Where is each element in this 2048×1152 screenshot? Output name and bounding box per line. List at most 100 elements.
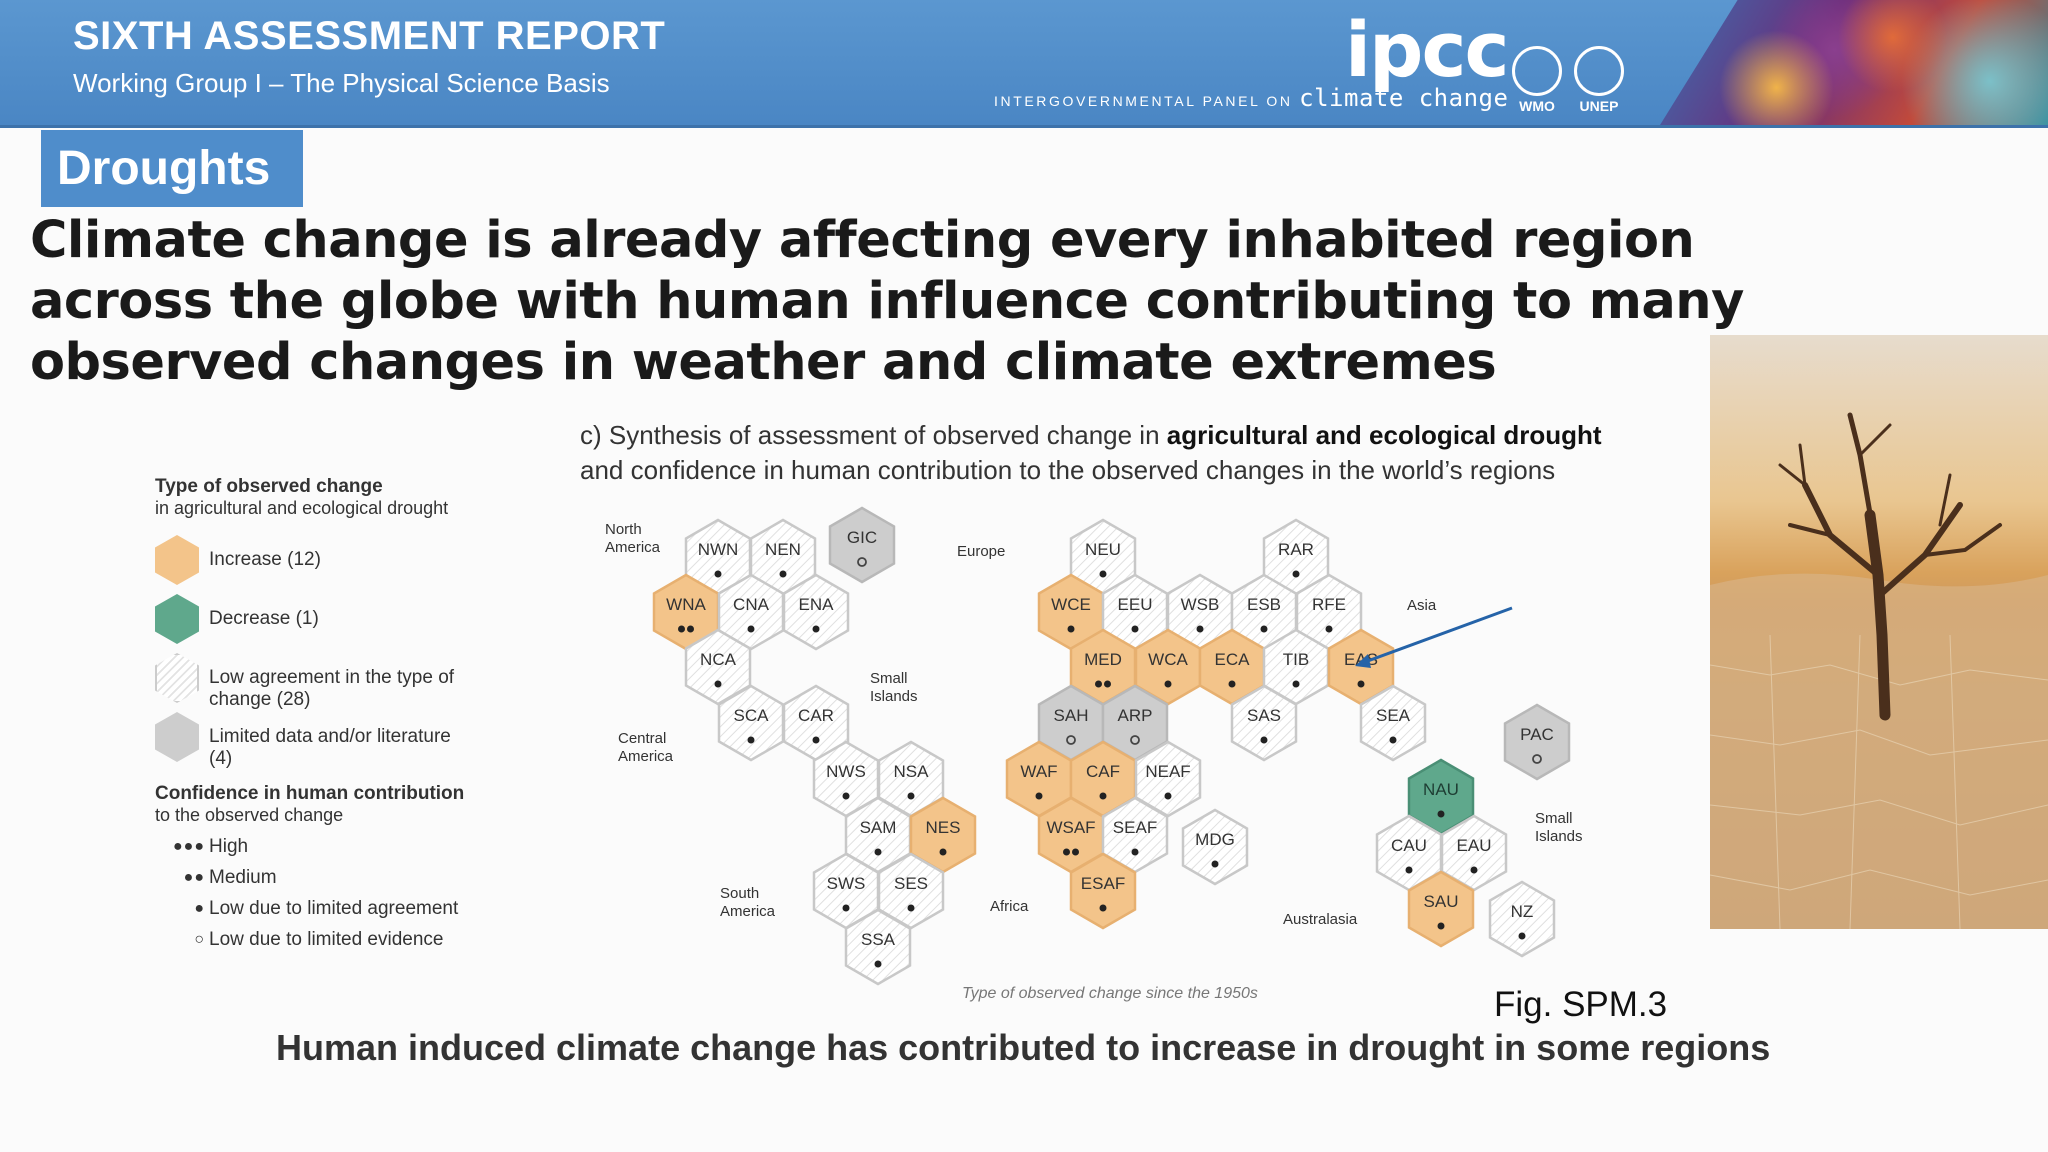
region-ssa: SSA bbox=[844, 908, 912, 986]
legend-label: Increase (12) bbox=[209, 549, 321, 570]
region-sam: SAM bbox=[844, 796, 912, 874]
region-hex bbox=[1359, 684, 1427, 762]
group-label: North America bbox=[605, 521, 661, 556]
region-rar: RAR bbox=[1262, 518, 1330, 596]
region-code: WCA bbox=[1148, 650, 1188, 669]
region-code: EAU bbox=[1457, 836, 1492, 855]
hexagon-region-map: NWN NEN GIC WNA CNA ENA NCA SCA CAR NWS NSA SAM NES S… bbox=[605, 506, 1583, 986]
region-code: RAR bbox=[1278, 540, 1314, 559]
confidence-dot bbox=[1389, 736, 1397, 744]
confidence-dot bbox=[842, 792, 850, 800]
hex-layer: NWN NEN GIC WNA CNA ENA NCA SCA CAR NWS NSA SAM NES S… bbox=[652, 506, 1571, 986]
confidence-dot bbox=[1164, 680, 1172, 688]
group-label: Africa bbox=[990, 898, 1029, 915]
figure-caption: c) Synthesis of assessment of observed c… bbox=[580, 418, 1602, 488]
region-code: PAC bbox=[1520, 725, 1554, 744]
region-code: MED bbox=[1084, 650, 1122, 669]
confidence-dot bbox=[1035, 792, 1043, 800]
legend-item-increase: Increase (12) bbox=[155, 529, 464, 588]
region-hex bbox=[1488, 880, 1556, 958]
confidence-title: Confidence in human contribution bbox=[155, 783, 465, 804]
unep-label: UNEP bbox=[1579, 98, 1619, 114]
region-sas: SAS bbox=[1230, 684, 1298, 762]
group-label: Small Islands bbox=[1535, 810, 1583, 845]
group-label: Europe bbox=[957, 543, 1005, 560]
confidence-dot bbox=[1131, 848, 1139, 856]
region-code: NAU bbox=[1423, 780, 1459, 799]
confidence-dot bbox=[1260, 736, 1268, 744]
region-code: NWN bbox=[698, 540, 739, 559]
region-code: SES bbox=[894, 874, 928, 893]
confidence-dot bbox=[842, 904, 850, 912]
confidence-dot bbox=[779, 570, 787, 578]
header-bar: SIXTH ASSESSMENT REPORT Working Group I … bbox=[0, 0, 2048, 128]
confidence-dot-open bbox=[1066, 735, 1076, 745]
confidence-dot bbox=[714, 570, 722, 578]
confidence-dot-open bbox=[857, 557, 867, 567]
bottom-statement: Human induced climate change has contrib… bbox=[276, 1027, 1771, 1068]
confidence-dot bbox=[678, 625, 685, 633]
legend-swatch bbox=[155, 712, 199, 762]
confidence-dot bbox=[687, 625, 694, 633]
confidence-label: Low due to limited evidence bbox=[209, 929, 444, 950]
region-seaf: SEAF bbox=[1101, 796, 1169, 874]
group-label: Asia bbox=[1407, 597, 1437, 614]
ipcc-logo: ipcc bbox=[1345, 5, 1510, 94]
confidence-dot bbox=[1228, 680, 1236, 688]
confidence-dots: ●● bbox=[183, 869, 205, 886]
confidence-dot bbox=[812, 625, 820, 633]
confidence-dot bbox=[1292, 570, 1300, 578]
region-code: RFE bbox=[1312, 595, 1346, 614]
region-code: TIB bbox=[1283, 650, 1309, 669]
arrow-head-icon bbox=[1355, 654, 1371, 668]
confidence-dot bbox=[747, 736, 755, 744]
region-code: ENA bbox=[799, 595, 835, 614]
confidence-dot bbox=[1405, 866, 1413, 874]
confidence-dot bbox=[1357, 680, 1365, 688]
confidence-dot bbox=[1437, 922, 1445, 930]
region-tib: TIB bbox=[1262, 628, 1330, 706]
confidence-high: ●●● High bbox=[155, 836, 464, 867]
confidence-low-agreement: ● Low due to limited agreement bbox=[155, 898, 464, 929]
region-hex bbox=[1230, 684, 1298, 762]
unep-logo: UNEP bbox=[1573, 46, 1625, 114]
region-hex bbox=[1503, 703, 1571, 781]
group-label: Small Islands bbox=[870, 670, 918, 705]
figure-reference: Fig. SPM.3 bbox=[1494, 985, 1668, 1024]
confidence-dot bbox=[1196, 625, 1204, 633]
confidence-dot bbox=[1518, 932, 1526, 940]
region-code: NEAF bbox=[1145, 762, 1190, 781]
confidence-dot bbox=[1470, 866, 1478, 874]
region-sau: SAU bbox=[1407, 870, 1475, 948]
region-code: SAU bbox=[1424, 892, 1459, 911]
slide-headline: Climate change is already affecting ever… bbox=[30, 211, 1744, 392]
confidence-label: High bbox=[209, 836, 249, 857]
confidence-dot bbox=[1099, 904, 1107, 912]
region-code: ARP bbox=[1118, 706, 1153, 725]
annotation-arrow bbox=[1364, 606, 1513, 664]
confidence-subtitle: to the observed change bbox=[155, 805, 344, 825]
tagline-prefix: INTERGOVERNMENTAL PANEL ON bbox=[994, 93, 1293, 109]
confidence-dot bbox=[1063, 848, 1070, 856]
confidence-dot bbox=[1099, 792, 1107, 800]
confidence-dots: ○ bbox=[194, 931, 205, 948]
header-artwork bbox=[1660, 0, 2048, 125]
region-code: SCA bbox=[734, 706, 770, 725]
region-code: CAU bbox=[1391, 836, 1427, 855]
confidence-dot bbox=[1292, 680, 1300, 688]
region-med: MED bbox=[1069, 628, 1137, 706]
region-hex bbox=[1069, 852, 1137, 930]
confidence-dot bbox=[1067, 625, 1075, 633]
region-hex bbox=[844, 908, 912, 986]
legend-swatch bbox=[155, 594, 199, 644]
region-code: NSA bbox=[894, 762, 930, 781]
confidence-dot bbox=[812, 736, 820, 744]
confidence-dot bbox=[939, 848, 947, 856]
region-code: NEU bbox=[1085, 540, 1121, 559]
region-nz: NZ bbox=[1488, 880, 1556, 958]
region-sca: SCA bbox=[717, 684, 785, 762]
region-code: NWS bbox=[826, 762, 866, 781]
confidence-dot bbox=[1095, 680, 1102, 688]
confidence-dot bbox=[1325, 625, 1333, 633]
region-code: NES bbox=[926, 818, 961, 837]
